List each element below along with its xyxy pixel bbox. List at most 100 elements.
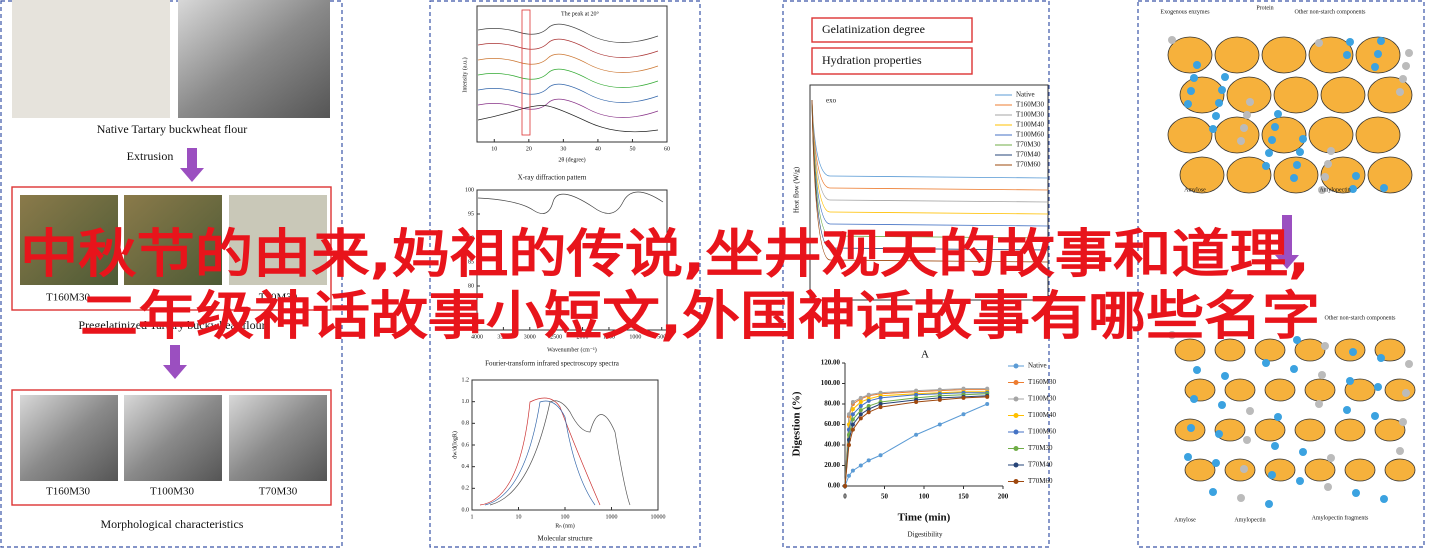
axis-label: Time (min) bbox=[898, 512, 951, 524]
y-tick-label: 100 bbox=[465, 187, 474, 193]
image-label: T70M30 bbox=[259, 486, 298, 498]
point bbox=[914, 432, 919, 437]
point bbox=[961, 395, 966, 400]
frame bbox=[11, 389, 332, 506]
legend-marker bbox=[1013, 446, 1019, 451]
granule bbox=[1294, 418, 1326, 442]
granule bbox=[1214, 116, 1260, 154]
dot bbox=[1218, 401, 1226, 409]
dot bbox=[1318, 371, 1326, 379]
box-label: Gelatinization degree bbox=[822, 22, 925, 36]
dot bbox=[1271, 442, 1279, 450]
dot bbox=[1374, 50, 1382, 58]
dot bbox=[1290, 365, 1298, 373]
granule bbox=[1254, 338, 1286, 362]
caption: Fourier-transform infrared spectroscopy … bbox=[485, 360, 620, 368]
x-tick-label: 1000 bbox=[606, 514, 618, 520]
series-line bbox=[844, 403, 988, 487]
point bbox=[985, 386, 990, 391]
y-tick-label: 85 bbox=[468, 259, 474, 265]
x-tick-label: 3000 bbox=[524, 334, 536, 340]
y-tick-label: 90 bbox=[468, 235, 474, 241]
x-tick-label: 0 bbox=[843, 493, 847, 501]
dot bbox=[1380, 184, 1388, 192]
point bbox=[914, 388, 919, 393]
y-tick-label: 120.00 bbox=[821, 359, 841, 367]
sem-image bbox=[124, 395, 222, 481]
diagram-label: Exogenous enzymes bbox=[1160, 9, 1210, 15]
plot-frame bbox=[809, 84, 1049, 301]
y-tick-label: 80.00 bbox=[824, 400, 840, 408]
point bbox=[858, 416, 863, 421]
point bbox=[961, 412, 966, 417]
dot bbox=[1293, 161, 1301, 169]
arrow-label: Extrusion bbox=[127, 149, 174, 163]
y-tick-label: 20.00 bbox=[824, 461, 840, 469]
dot bbox=[1380, 495, 1388, 503]
box bbox=[811, 17, 973, 43]
legend-marker bbox=[1013, 429, 1019, 435]
legend-label: Native bbox=[1028, 362, 1047, 370]
legend-marker bbox=[1013, 363, 1019, 369]
x-tick-label: 100 bbox=[561, 514, 570, 520]
dot bbox=[1221, 73, 1229, 81]
dot bbox=[1315, 39, 1323, 47]
dot bbox=[1396, 88, 1404, 96]
point bbox=[878, 405, 883, 410]
dot bbox=[1262, 162, 1270, 170]
x-tick-label: 60 bbox=[664, 146, 670, 152]
legend-label: T70M40 bbox=[1016, 151, 1041, 159]
dot bbox=[1315, 400, 1323, 408]
box-label: Hydration properties bbox=[822, 53, 922, 67]
dot bbox=[1352, 489, 1360, 497]
granule bbox=[1320, 76, 1366, 114]
x-tick-label: 1000 bbox=[629, 334, 641, 340]
dot bbox=[1243, 436, 1251, 444]
dot bbox=[1296, 148, 1304, 156]
point bbox=[866, 458, 871, 463]
caption: Digestibility bbox=[908, 531, 944, 539]
dot bbox=[1399, 75, 1407, 83]
decorative-curves bbox=[479, 397, 631, 506]
point bbox=[878, 390, 883, 395]
overlay-title: 二年级神话故事小短文,外国神话故事有哪些名字 bbox=[80, 287, 1320, 347]
granule bbox=[1261, 36, 1307, 74]
dot bbox=[1243, 111, 1251, 119]
legend-label: T70M30 bbox=[1016, 141, 1041, 149]
arrow bbox=[180, 148, 204, 182]
dot bbox=[1377, 354, 1385, 362]
granule bbox=[1264, 378, 1296, 402]
point bbox=[850, 412, 855, 417]
point bbox=[866, 392, 871, 397]
dot bbox=[1296, 477, 1304, 485]
axis-label: dw/d(logR) bbox=[451, 431, 458, 459]
granule bbox=[1167, 116, 1213, 154]
legend-label: T70M40 bbox=[1028, 461, 1053, 469]
x-tick-label: 4000 bbox=[471, 334, 483, 340]
granule bbox=[1224, 378, 1256, 402]
y-tick-label: 0.0 bbox=[462, 507, 470, 513]
diagram-label: Other non-starch components bbox=[1295, 9, 1367, 15]
granule bbox=[1179, 156, 1225, 194]
legend-label: T100M30 bbox=[1028, 395, 1057, 403]
legend-label: T100M40 bbox=[1028, 411, 1057, 419]
dot bbox=[1268, 136, 1276, 144]
granule bbox=[1261, 116, 1307, 154]
point bbox=[985, 394, 990, 399]
y-tick-label: 40.00 bbox=[824, 441, 840, 449]
point bbox=[961, 386, 966, 391]
point bbox=[866, 410, 871, 415]
granule bbox=[1226, 156, 1272, 194]
legend-label: T70M60 bbox=[1016, 161, 1041, 169]
granule bbox=[1334, 418, 1366, 442]
dot bbox=[1321, 173, 1329, 181]
granule bbox=[1214, 338, 1246, 362]
point bbox=[937, 397, 942, 402]
dot bbox=[1343, 406, 1351, 414]
x-tick-label: 1 bbox=[471, 514, 474, 520]
dot bbox=[1168, 36, 1176, 44]
dot bbox=[1371, 412, 1379, 420]
point bbox=[985, 402, 990, 406]
x-tick-label: 40 bbox=[595, 146, 601, 152]
dot bbox=[1327, 454, 1335, 462]
